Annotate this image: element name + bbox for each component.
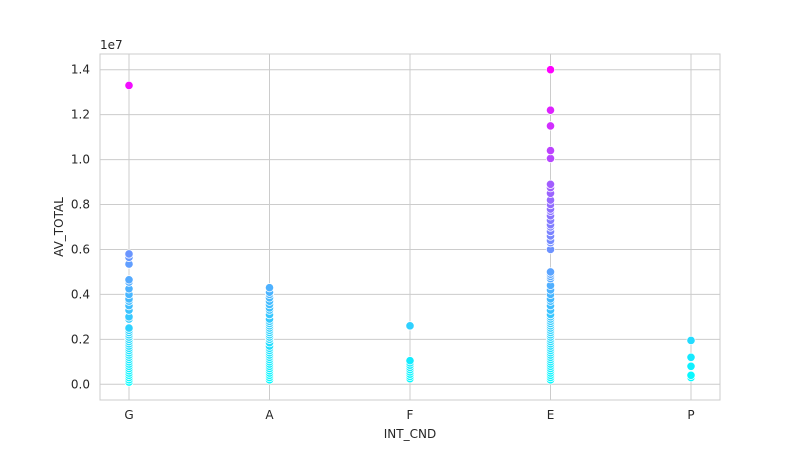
y-axis-label: AV_TOTAL	[52, 197, 66, 257]
scatter-point	[686, 335, 696, 346]
scatter-point	[545, 267, 556, 277]
scatter-point	[264, 283, 275, 293]
y-axis-ticks: 0.0 0.2 0.4 0.6 0.8 1.0 1.2 1.4	[71, 63, 90, 392]
y-offset-label: 1e7	[100, 38, 123, 52]
scatter-point	[124, 249, 134, 259]
x-tick-label: G	[124, 408, 133, 422]
y-tick-label: 1.4	[71, 63, 90, 77]
scatter-point	[405, 356, 415, 366]
scatter-point	[545, 65, 556, 75]
scatter-point	[124, 275, 134, 285]
x-tick-label: P	[687, 408, 694, 422]
scatter-point	[545, 105, 556, 115]
data-points	[124, 65, 696, 387]
y-tick-label: 0.4	[71, 287, 90, 301]
scatter-point	[686, 352, 696, 362]
x-tick-label: F	[407, 408, 414, 422]
scatter-point	[686, 370, 696, 380]
y-tick-label: 1.0	[71, 153, 90, 167]
plot-frame	[99, 53, 721, 401]
x-tick-label: A	[265, 408, 274, 422]
scatter-point	[686, 361, 696, 371]
scatter-point	[545, 153, 556, 164]
y-tick-label: 0.6	[71, 242, 90, 256]
scatter-point	[545, 146, 556, 156]
y-tick-label: 0.2	[71, 332, 90, 346]
y-tick-label: 1.2	[71, 108, 90, 122]
y-tick-label: 0.0	[71, 377, 90, 391]
scatter-point	[405, 321, 415, 331]
x-axis-label: INT_CND	[384, 427, 436, 441]
scatter-point	[545, 179, 556, 189]
y-tick-label: 0.8	[71, 198, 90, 212]
scatter-point	[124, 80, 134, 91]
scatter-point	[124, 323, 134, 333]
x-tick-label: E	[547, 408, 555, 422]
scatter-point	[545, 121, 556, 131]
